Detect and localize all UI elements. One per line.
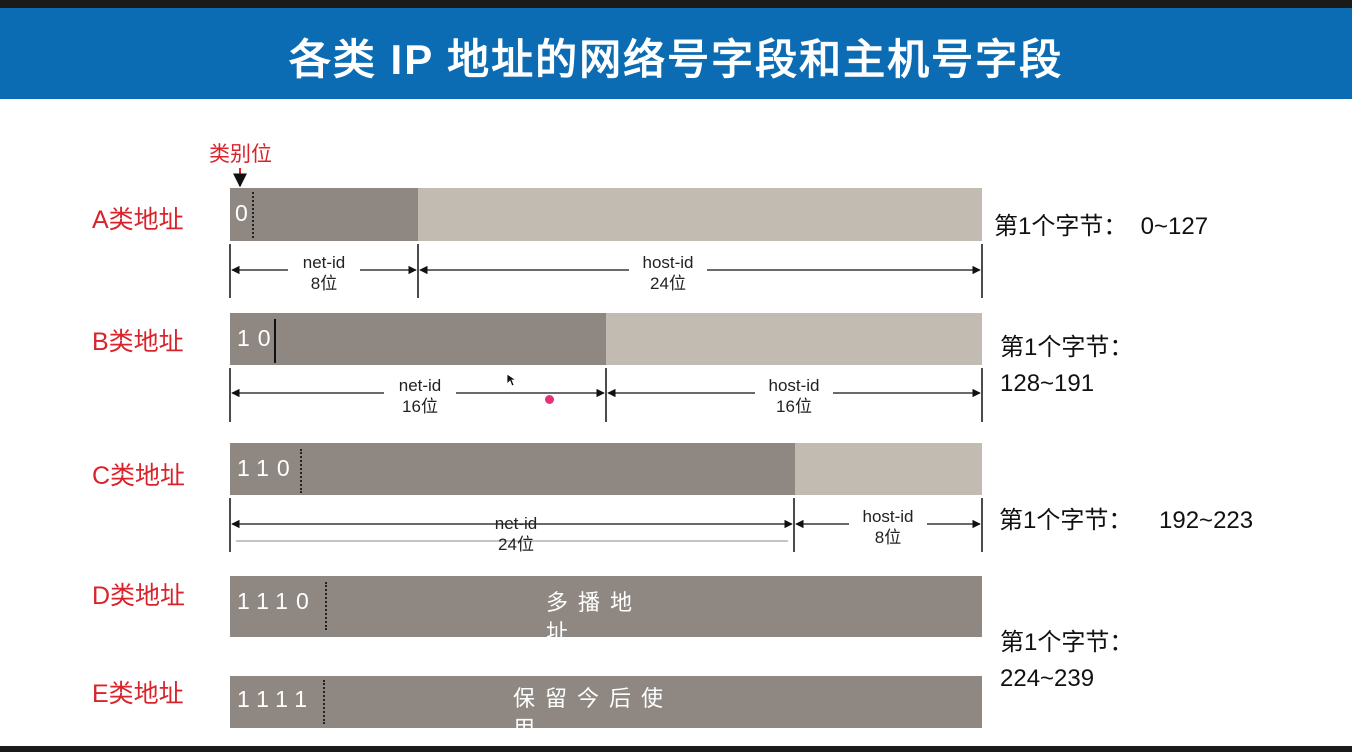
class-d-class-divider <box>325 582 327 630</box>
class-de-first-byte: 第1个字节： 224~239 <box>1000 629 1134 692</box>
class-a-host-label: host-id 24位 <box>629 252 707 294</box>
class-e-segment: 保留今后使用 <box>230 676 982 728</box>
class-a-label: A类地址 <box>92 206 184 234</box>
class-b-bar: 10 <box>230 313 982 365</box>
class-b-bits: 10 <box>237 325 279 351</box>
class-e-center-text: 保留今后使用 <box>513 686 674 728</box>
class-b-net-label: net-id 16位 <box>384 375 456 417</box>
class-c-net-segment <box>230 443 795 495</box>
class-e-bar: 保留今后使用 1111 <box>230 676 982 728</box>
class-a-net-segment <box>230 188 418 241</box>
class-e-class-divider <box>323 680 325 724</box>
class-d-label: D类地址 <box>92 582 186 610</box>
class-c-bar: 110 <box>230 443 982 495</box>
class-d-segment: 多播地址 <box>230 576 982 637</box>
class-b-class-divider <box>274 319 276 363</box>
class-b-dimensions <box>229 368 983 422</box>
class-b-host-bits: 16位 <box>776 397 812 416</box>
class-b-host-label: host-id 16位 <box>755 375 833 417</box>
class-e-label: E类地址 <box>92 680 184 708</box>
class-a-host-segment <box>418 188 982 241</box>
class-c-net-bits: 24位 <box>498 535 534 554</box>
class-c-label: C类地址 <box>92 462 186 490</box>
class-e-bits: 1111 <box>237 686 316 712</box>
class-b-first-byte: 第1个字节： 128~191 <box>1000 334 1134 397</box>
laser-pointer-dot-icon <box>545 395 554 404</box>
class-a-bar: 0 <box>230 188 982 241</box>
class-bit-label: 类别位 <box>209 143 272 166</box>
class-b-net-id: net-id <box>398 376 442 395</box>
class-c-bits: 110 <box>237 455 298 481</box>
class-a-bits: 0 <box>235 200 256 226</box>
class-a-host-id: host-id <box>642 253 694 272</box>
class-c-dimensions <box>229 498 983 552</box>
class-d-bar: 多播地址 1110 <box>230 576 982 637</box>
title-banner: 各类 IP 地址的网络号字段和主机号字段 <box>0 8 1352 99</box>
class-b-net-segment <box>230 313 606 365</box>
class-b-label: B类地址 <box>92 328 184 356</box>
slide-title: 各类 IP 地址的网络号字段和主机号字段 <box>288 36 1064 83</box>
slide: 各类 IP 地址的网络号字段和主机号字段 类别位 A类地址 B类地址 C类地址 … <box>0 8 1352 746</box>
class-b-host-segment <box>606 313 982 365</box>
class-d-center-text: 多播地址 <box>546 590 643 637</box>
class-c-first-byte: 第1个字节： 192~223 <box>999 507 1254 534</box>
class-c-net-label: net-id 24位 <box>480 513 552 555</box>
class-d-bits: 1110 <box>237 588 317 614</box>
class-a-net-label: net-id 8位 <box>288 252 360 294</box>
class-c-host-bits: 8位 <box>874 528 902 547</box>
class-b-net-bits: 16位 <box>402 397 438 416</box>
class-a-class-divider <box>252 192 254 238</box>
class-c-host-label: host-id 8位 <box>849 506 927 548</box>
class-a-net-bits: 8位 <box>310 274 338 293</box>
class-c-net-id: net-id <box>494 514 538 533</box>
class-c-class-divider <box>300 449 302 493</box>
class-c-host-segment <box>795 443 982 495</box>
class-b-host-id: host-id <box>768 376 820 395</box>
mouse-cursor-icon <box>506 373 518 387</box>
class-c-host-id: host-id <box>862 507 914 526</box>
class-a-host-bits: 24位 <box>650 274 686 293</box>
class-a-net-id: net-id <box>302 253 346 272</box>
class-a-first-byte: 第1个字节： 0~127 <box>994 213 1209 240</box>
dimension-lines <box>229 168 983 552</box>
